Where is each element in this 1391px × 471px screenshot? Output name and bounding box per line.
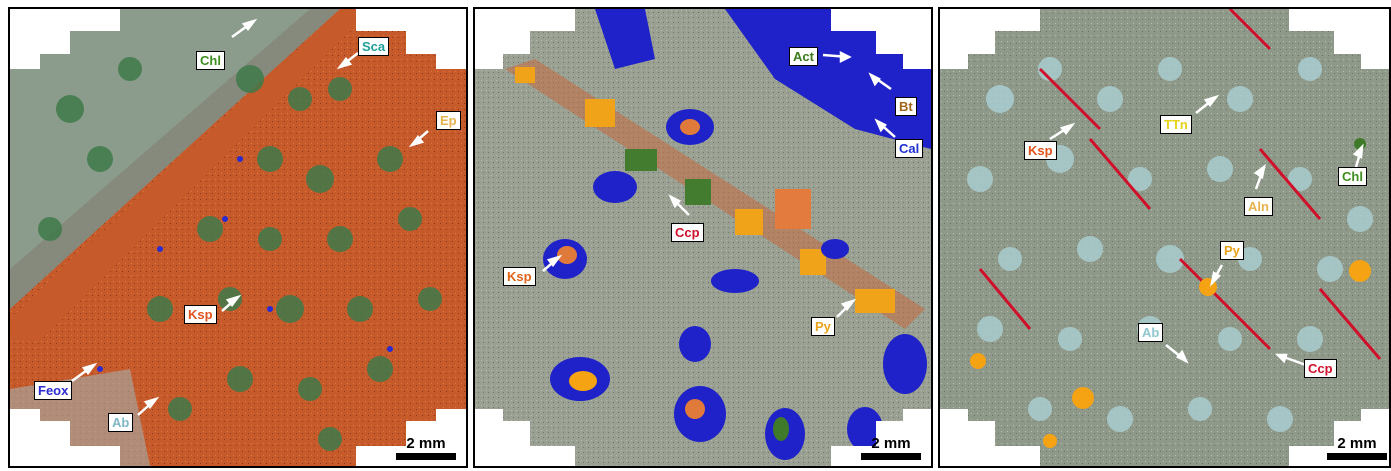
label-sca: Sca	[358, 37, 390, 56]
label-chl: Chl	[196, 51, 225, 70]
scale-bar-line	[1327, 453, 1387, 460]
label-cal: Cal	[895, 139, 924, 158]
label-act: Act	[789, 47, 818, 66]
map-panel-2: Act Bt Cal Ccp Ksp Py 2 mm	[473, 7, 933, 468]
label-ksp: Ksp	[184, 305, 217, 324]
scale-bar-3: 2 mm	[1327, 435, 1387, 460]
label-ttn: TTn	[1160, 115, 1192, 134]
label-py: Py	[1220, 241, 1244, 260]
label-ksp: Ksp	[1024, 141, 1057, 160]
mineral-map-3	[940, 9, 1389, 466]
map-panel-1: Chl Sca Ep Ksp Feox Ab 2 mm	[8, 7, 468, 468]
label-ab: Ab	[1138, 323, 1164, 342]
label-ep: Ep	[436, 111, 461, 130]
label-ab: Ab	[108, 413, 134, 432]
label-ccp: Ccp	[1304, 359, 1337, 378]
label-bt: Bt	[895, 97, 917, 116]
scale-bar-line	[861, 453, 921, 460]
scale-bar-label: 2 mm	[406, 435, 446, 452]
scale-bar-label: 2 mm	[871, 435, 911, 452]
label-chl: Chl	[1338, 167, 1367, 186]
scale-bar-2: 2 mm	[861, 435, 921, 460]
scale-bar-label: 2 mm	[1337, 435, 1377, 452]
label-ccp: Ccp	[671, 223, 704, 242]
label-py: Py	[811, 317, 835, 336]
label-aln: Aln	[1244, 197, 1273, 216]
scale-bar-1: 2 mm	[396, 435, 456, 460]
map-panel-3: TTn Ksp Aln Chl Py Ab Ccp 2 mm	[938, 7, 1391, 468]
scale-bar-line	[396, 453, 456, 460]
mineral-map-1	[10, 9, 466, 466]
label-feox: Feox	[34, 381, 73, 400]
label-ksp: Ksp	[503, 267, 536, 286]
